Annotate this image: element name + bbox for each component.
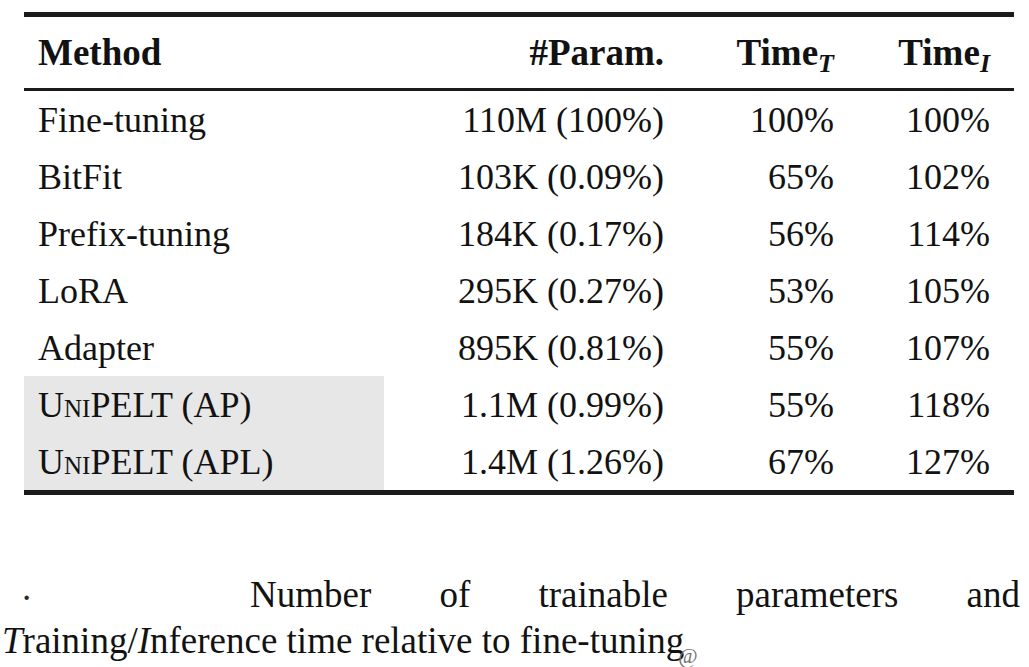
- table-row: Adapter 895K (0.81%) 55% 107%: [24, 319, 1014, 376]
- time-inference-cell: 105%: [834, 270, 1014, 312]
- method-cell: Adapter: [24, 319, 384, 376]
- time-training-cell: 56%: [664, 213, 834, 255]
- caption-stray-period: .: [22, 566, 31, 609]
- watermark-glyph: @: [678, 644, 695, 667]
- time-training-cell: 100%: [664, 99, 834, 141]
- table-row: Prefix-tuning 184K (0.17%) 56% 114%: [24, 205, 1014, 262]
- header-method: Method: [24, 17, 384, 88]
- header-time-inference-subscript: I: [980, 49, 990, 78]
- time-training-cell: 65%: [664, 156, 834, 198]
- caption-line-2: Training/Inference time relative to fine…: [2, 618, 1022, 667]
- caption-line-1: Number of trainable parameters and: [250, 572, 1020, 617]
- table-bottom-rule: [24, 490, 1014, 495]
- time-inference-cell: 102%: [834, 156, 1014, 198]
- method-cell: Fine-tuning: [24, 91, 384, 148]
- table-header-row: Method #Param. TimeT TimeI: [24, 17, 1014, 88]
- time-inference-cell: 118%: [834, 384, 1014, 426]
- table-row-highlighted: UniPELT (AP) 1.1M (0.99%) 55% 118%: [24, 376, 1014, 433]
- time-inference-cell: 114%: [834, 213, 1014, 255]
- method-cell: UniPELT (AP): [24, 376, 384, 433]
- results-table: Method #Param. TimeT TimeI Fine-tuning 1…: [24, 12, 1014, 495]
- table-body: Fine-tuning 110M (100%) 100% 100% BitFit…: [24, 91, 1014, 490]
- method-cell: BitFit: [24, 148, 384, 205]
- table-row: Fine-tuning 110M (100%) 100% 100%: [24, 91, 1014, 148]
- caption-training-initial: T: [2, 620, 23, 661]
- time-training-cell: 55%: [664, 384, 834, 426]
- header-time-training-subscript: T: [818, 49, 834, 78]
- time-training-cell: 67%: [664, 441, 834, 483]
- header-time-inference: TimeI: [834, 31, 1014, 74]
- header-time-training: TimeT: [664, 31, 834, 74]
- param-cell: 184K (0.17%): [384, 213, 664, 255]
- table-row-highlighted: UniPELT (APL) 1.4M (1.26%) 67% 127%: [24, 433, 1014, 490]
- method-cell: Prefix-tuning: [24, 205, 384, 262]
- caption-training-rest: raining/: [23, 620, 138, 661]
- time-inference-cell: 107%: [834, 327, 1014, 369]
- param-cell: 895K (0.81%): [384, 327, 664, 369]
- time-training-cell: 53%: [664, 270, 834, 312]
- table-row: LoRA 295K (0.27%) 53% 105%: [24, 262, 1014, 319]
- paper-table-figure: Method #Param. TimeT TimeI Fine-tuning 1…: [0, 0, 1029, 667]
- time-training-cell: 55%: [664, 327, 834, 369]
- param-cell: 110M (100%): [384, 99, 664, 141]
- header-time-inference-base: Time: [898, 32, 980, 73]
- caption-inference-rest: nference time relative to fine-tuning: [150, 620, 684, 661]
- time-inference-cell: 127%: [834, 441, 1014, 483]
- table-row: BitFit 103K (0.09%) 65% 102%: [24, 148, 1014, 205]
- param-cell: 295K (0.27%): [384, 270, 664, 312]
- param-cell: 103K (0.09%): [384, 156, 664, 198]
- method-cell: UniPELT (APL): [24, 433, 384, 490]
- header-param: #Param.: [384, 31, 664, 74]
- param-cell: 1.4M (1.26%): [384, 441, 664, 483]
- method-cell: LoRA: [24, 262, 384, 319]
- caption-inference-initial: I: [138, 620, 150, 661]
- header-time-training-base: Time: [737, 32, 819, 73]
- param-cell: 1.1M (0.99%): [384, 384, 664, 426]
- time-inference-cell: 100%: [834, 99, 1014, 141]
